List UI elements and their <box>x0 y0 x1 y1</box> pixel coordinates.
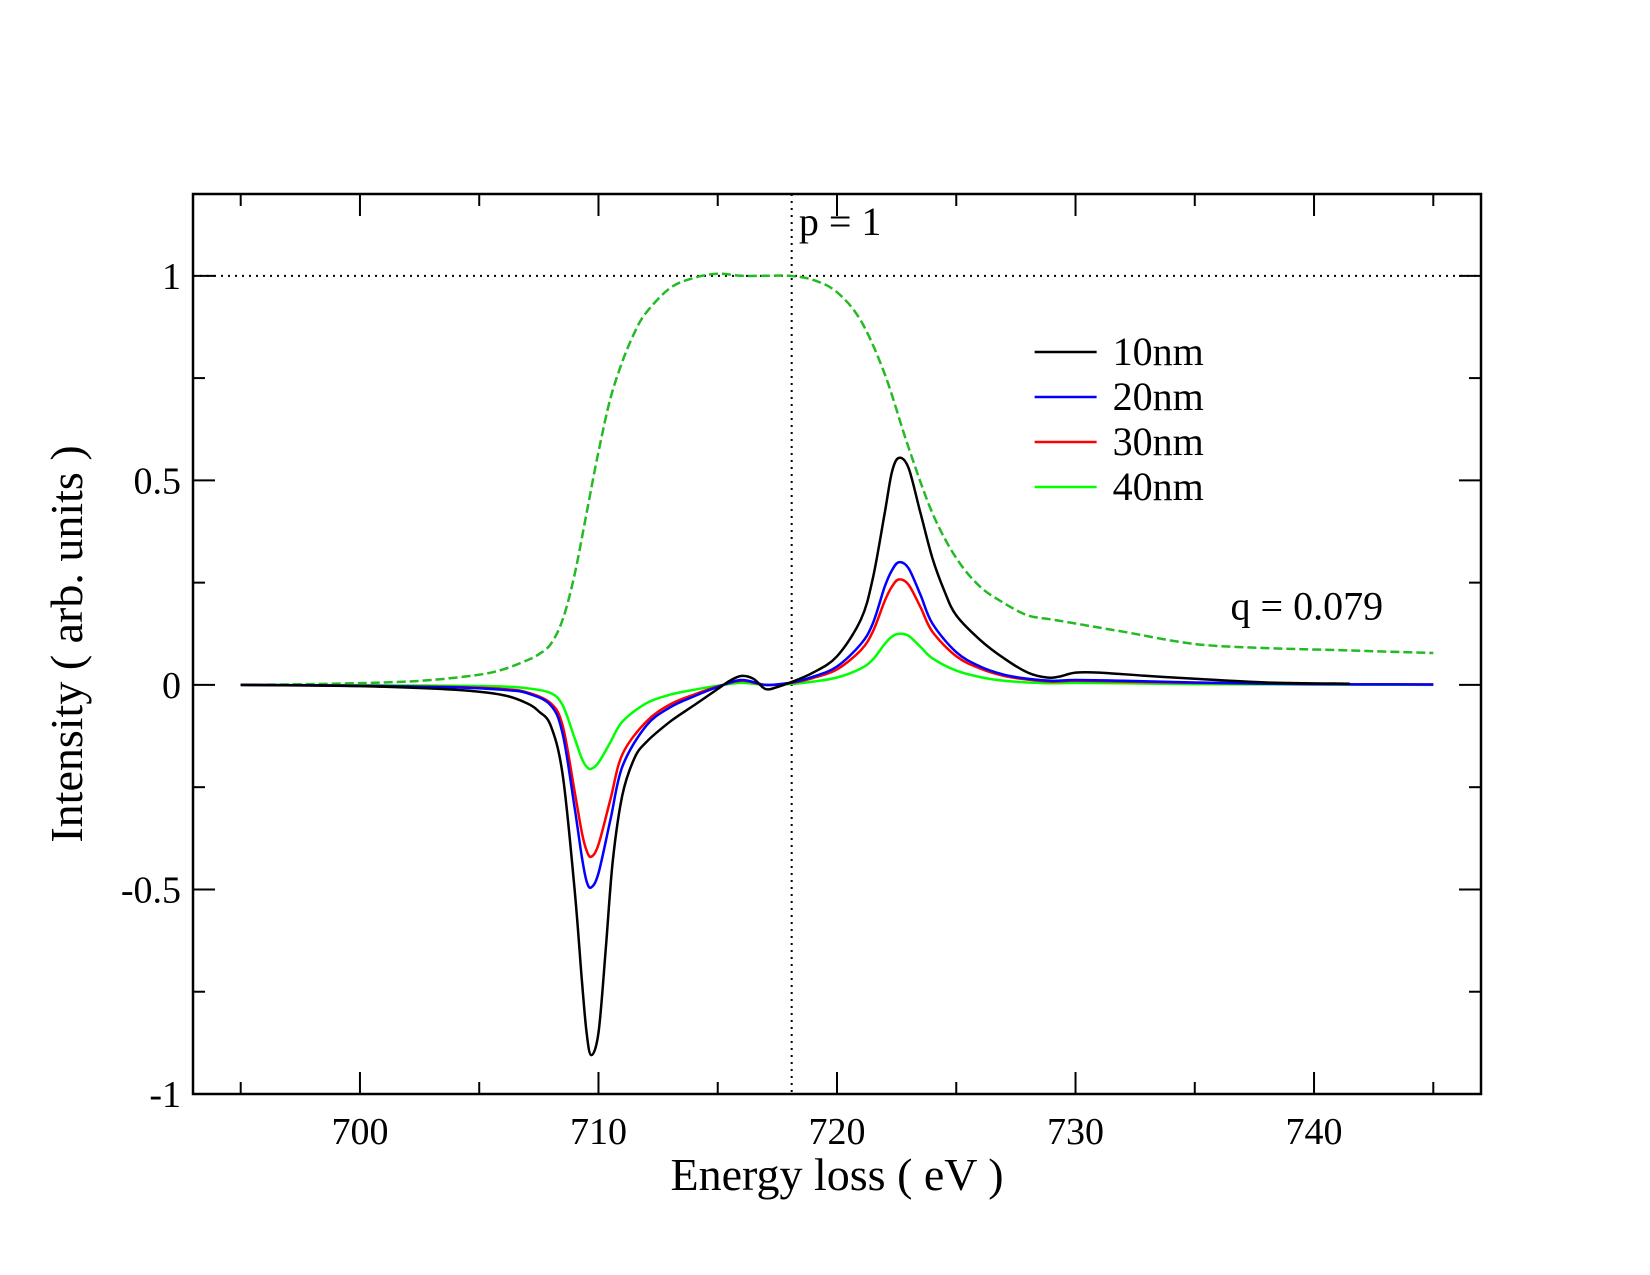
legend-label-40nm: 40nm <box>1113 464 1204 509</box>
y-tick-label: 0.5 <box>134 460 182 502</box>
legend-label-30nm: 30nm <box>1113 419 1204 464</box>
legend-label-10nm: 10nm <box>1113 329 1204 374</box>
x-tick-label: 720 <box>809 1111 866 1153</box>
series-line-dashed-envelope <box>240 272 1434 687</box>
series-line-10nm <box>240 456 1350 1057</box>
plot-area <box>193 194 1481 1094</box>
y-axis-title: Intensity ( arb. units ) <box>41 445 92 842</box>
x-tick-label: 710 <box>570 1111 627 1153</box>
annotation-label: q = 0.079 <box>1231 583 1384 628</box>
x-axis-title: Energy loss ( eV ) <box>670 1149 1003 1200</box>
legend-label-20nm: 20nm <box>1113 374 1204 419</box>
y-tick-label: -0.5 <box>121 869 181 911</box>
y-tick-label: 1 <box>162 256 181 298</box>
x-tick-label: 700 <box>331 1111 388 1153</box>
x-tick-label: 740 <box>1286 1111 1343 1153</box>
annotation-label: p = 1 <box>799 199 882 244</box>
y-tick-label: 0 <box>162 665 181 707</box>
x-tick-label: 730 <box>1047 1111 1104 1153</box>
y-tick-label: -1 <box>149 1074 181 1116</box>
